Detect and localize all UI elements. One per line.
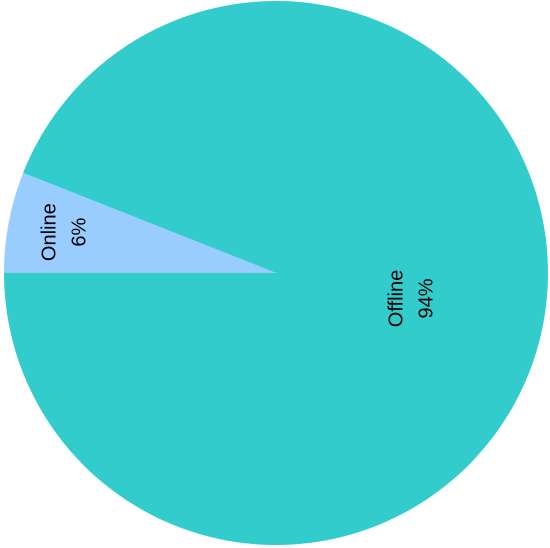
slice-name-label: Online <box>38 203 60 261</box>
slice-value-label: 94% <box>416 278 438 318</box>
slice-label-online: Online 6% <box>38 203 90 261</box>
slice-name-label: Offline <box>386 270 408 327</box>
pie-slice-offline <box>4 0 548 545</box>
pie-slice-online <box>4 172 276 273</box>
slice-label-offline: Offline 94% <box>386 270 438 327</box>
slice-value-label: 6% <box>68 218 90 247</box>
pie-slices <box>4 0 548 545</box>
pie-labels: Offline 94% Online 6% <box>38 203 437 327</box>
